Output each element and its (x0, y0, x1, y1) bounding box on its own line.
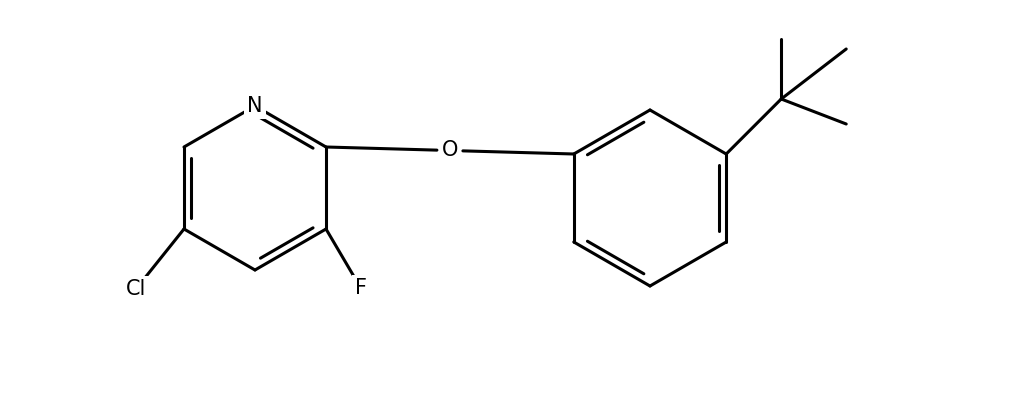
Text: Cl: Cl (126, 279, 146, 299)
Text: F: F (355, 279, 367, 299)
Text: N: N (247, 96, 263, 116)
Text: O: O (442, 140, 458, 160)
